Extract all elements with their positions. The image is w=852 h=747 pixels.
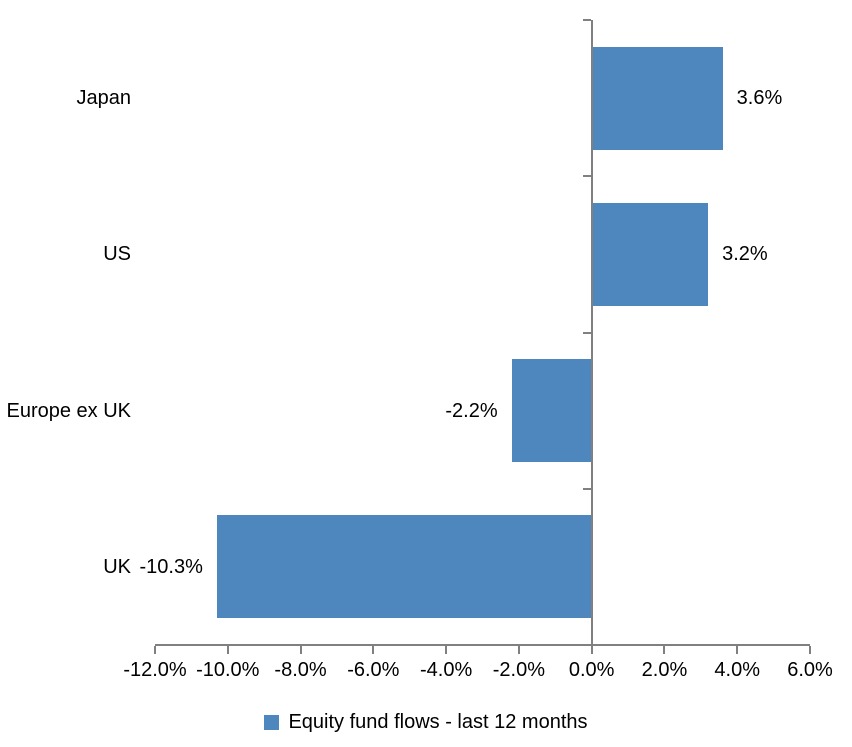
x-tick-label: 6.0%	[787, 659, 833, 681]
bar-uk	[216, 515, 592, 619]
legend-label: Equity fund flows - last 12 months	[288, 711, 588, 733]
bar-europe-ex-uk	[511, 359, 592, 463]
category-axis-line	[590, 20, 593, 653]
x-tick	[445, 646, 448, 654]
x-tick-label: -12.0%	[123, 659, 187, 681]
data-label-us: 3.2%	[722, 243, 768, 266]
bar-us	[591, 202, 709, 306]
x-tick	[372, 646, 375, 654]
x-tick-label: -6.0%	[347, 659, 400, 681]
data-label-europe-ex-uk: -2.2%	[445, 399, 498, 422]
x-tick-label: 0.0%	[568, 659, 615, 681]
category-axis-tick	[582, 331, 591, 334]
category-label-europe-ex-uk: Europe ex UK	[6, 399, 131, 422]
category-axis-tick	[582, 487, 591, 490]
x-tick-label: 4.0%	[714, 659, 761, 681]
category-axis-tick	[582, 19, 591, 21]
legend-marker-square-icon	[264, 714, 280, 730]
x-tick-label: -4.0%	[419, 659, 473, 681]
x-tick	[663, 646, 666, 654]
x-tick	[226, 646, 229, 654]
data-label-japan: 3.6%	[736, 87, 783, 110]
x-tick	[736, 646, 739, 654]
category-axis-tick	[582, 175, 591, 178]
x-tick	[154, 646, 156, 654]
x-tick	[590, 646, 593, 654]
x-tick-label: -2.0%	[492, 659, 545, 681]
category-label-japan: Japan	[76, 87, 132, 110]
x-tick-label: -8.0%	[274, 659, 327, 681]
category-label-uk: UK	[103, 555, 131, 578]
data-label-uk: -10.3%	[139, 555, 203, 578]
x-tick-label: 2.0%	[641, 659, 688, 681]
value-axis-line	[155, 644, 810, 646]
legend: Equity fund flows - last 12 months	[0, 707, 852, 737]
x-tick	[299, 646, 302, 654]
category-label-us: US	[103, 243, 131, 266]
x-tick-label: -10.0%	[196, 659, 260, 681]
x-tick	[517, 646, 520, 654]
x-tick	[809, 646, 811, 654]
bar-japan	[591, 46, 723, 150]
